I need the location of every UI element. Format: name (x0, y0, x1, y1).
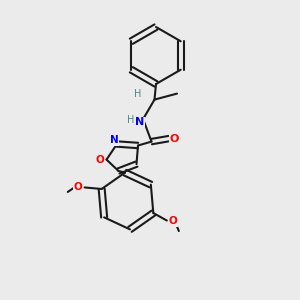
Text: N: N (110, 135, 119, 146)
Text: H: H (134, 89, 142, 99)
Text: O: O (169, 134, 179, 144)
Text: O: O (95, 154, 104, 165)
Text: O: O (169, 216, 177, 226)
Text: H: H (127, 115, 134, 125)
Text: N: N (136, 117, 145, 127)
Text: O: O (73, 182, 82, 192)
